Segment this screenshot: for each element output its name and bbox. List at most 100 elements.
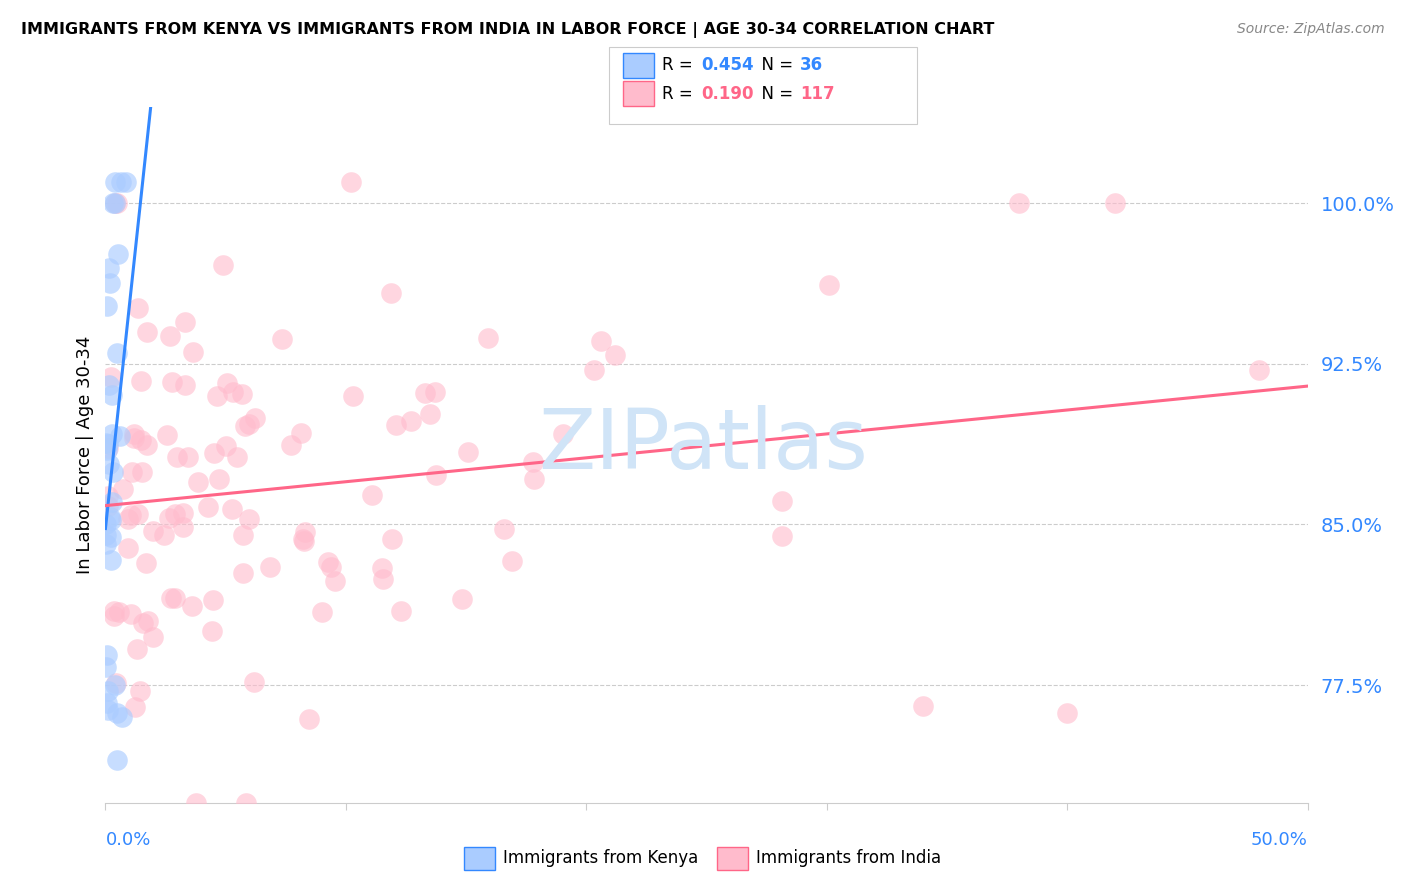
Point (232, 566, 254, 581)
Point (419, 407, 441, 421)
Point (231, 387, 253, 401)
Point (103, 604, 125, 618)
Point (117, 541, 139, 555)
Point (96, 648, 118, 663)
Point (153, 527, 176, 541)
Point (339, 175, 361, 189)
Point (172, 506, 194, 520)
Point (125, 642, 148, 657)
Point (173, 315, 195, 329)
Point (551, 426, 574, 441)
Point (136, 614, 159, 628)
Point (319, 559, 342, 574)
Text: Source: ZipAtlas.com: Source: ZipAtlas.com (1237, 22, 1385, 37)
Point (100, 494, 122, 508)
Point (187, 475, 209, 490)
Point (294, 524, 316, 539)
Point (311, 605, 333, 619)
Point (97, 458, 120, 472)
Point (120, 508, 142, 522)
Point (96, 443, 118, 458)
Point (212, 258, 235, 272)
Text: 36: 36 (800, 56, 823, 74)
Point (583, 363, 606, 377)
Point (101, 196, 124, 211)
Point (423, 384, 446, 399)
Point (201, 592, 224, 607)
Point (591, 334, 613, 348)
Point (98, 509, 121, 524)
Point (1104, 196, 1126, 211)
Point (107, 706, 129, 720)
Point (817, 278, 839, 293)
Point (107, 196, 129, 211)
Point (98, 276, 121, 290)
Point (451, 591, 474, 606)
Point (96, 696, 118, 710)
Point (127, 507, 149, 521)
Point (176, 450, 198, 464)
Point (100, 513, 122, 527)
Point (97, 442, 120, 456)
Point (221, 502, 243, 516)
Point (131, 465, 153, 479)
Point (97, 684, 120, 698)
Point (215, 439, 238, 453)
Point (159, 329, 181, 343)
Point (136, 438, 159, 452)
Point (292, 533, 315, 547)
Point (225, 450, 247, 464)
Point (121, 465, 143, 479)
Point (120, 607, 142, 622)
Point (770, 494, 793, 508)
Point (107, 346, 129, 360)
Point (111, 710, 134, 724)
Point (127, 301, 149, 315)
Point (131, 433, 153, 447)
Point (197, 500, 219, 514)
Point (105, 753, 128, 767)
Point (172, 520, 194, 534)
Point (124, 700, 146, 714)
Text: R =: R = (662, 85, 699, 103)
Point (110, 175, 132, 189)
Point (492, 522, 515, 536)
Point (215, 376, 238, 390)
Point (104, 676, 127, 690)
Point (292, 533, 315, 548)
Point (425, 468, 447, 483)
Point (108, 605, 131, 619)
Point (98, 377, 121, 392)
Point (1008, 196, 1031, 211)
Point (243, 411, 266, 425)
Point (342, 389, 364, 403)
Point (280, 438, 302, 452)
Y-axis label: In Labor Force | Age 30-34: In Labor Force | Age 30-34 (76, 335, 94, 574)
Point (122, 426, 145, 441)
Point (94, 436, 117, 450)
Point (115, 175, 138, 189)
Point (1249, 363, 1271, 377)
Point (523, 472, 546, 486)
Point (207, 389, 229, 403)
Point (101, 465, 124, 479)
Point (97, 500, 120, 514)
Point (108, 429, 131, 443)
Point (94, 516, 117, 531)
Point (124, 431, 146, 445)
Point (202, 446, 225, 460)
Point (165, 591, 187, 605)
Point (457, 444, 479, 458)
Point (413, 386, 436, 401)
Point (129, 374, 152, 388)
Point (477, 331, 499, 345)
Point (174, 378, 197, 392)
Point (101, 388, 124, 402)
Point (201, 624, 224, 639)
Text: 50.0%: 50.0% (1251, 830, 1308, 848)
Point (160, 591, 183, 605)
Point (160, 375, 183, 389)
Text: 0.190: 0.190 (702, 85, 754, 103)
Text: N =: N = (751, 85, 799, 103)
Point (380, 285, 402, 300)
